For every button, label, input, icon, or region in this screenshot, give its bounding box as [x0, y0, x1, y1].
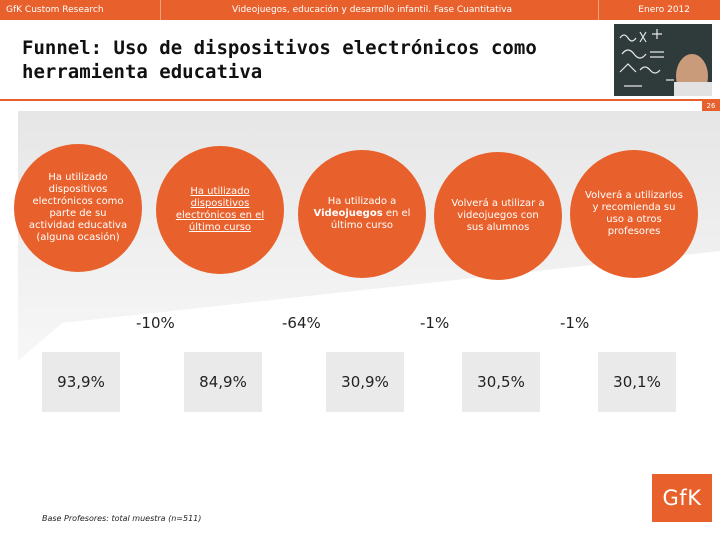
stage-value-2-text: 84,9% [199, 373, 247, 391]
stage-value-3: 30,9% [326, 352, 404, 412]
top-bar: GfK Custom Research Videojuegos, educaci… [0, 0, 720, 20]
stage-value-5-text: 30,1% [613, 373, 661, 391]
drop-pct-1: -10% [136, 314, 175, 332]
base-note: Base Profesores: total muestra (n=511) [42, 514, 202, 523]
funnel-stage-3: Ha utilizado a Videojuegos en el último … [298, 150, 426, 278]
report-date: Enero 2012 [638, 5, 690, 15]
page-title: Funnel: Uso de dispositivos electrónicos… [22, 36, 582, 84]
funnel-stage-2-label: Ha utilizado dispositivos electrónicos e… [175, 186, 265, 233]
stage-value-1-text: 93,9% [57, 373, 105, 391]
funnel-stage-1: Ha utilizado dispositivos electrónicos c… [14, 144, 142, 272]
funnel-stage-4: Volverá a utilizar a videojuegos con sus… [434, 152, 562, 280]
funnel-stage-3-label: Ha utilizado a Videojuegos en el último … [312, 196, 412, 232]
header-rule [0, 99, 720, 101]
stage-value-3-text: 30,9% [341, 373, 389, 391]
drop-pct-2: -64% [282, 314, 321, 332]
chalkboard-photo [614, 24, 712, 96]
drop-pct-4: -1% [560, 314, 590, 332]
top-bar-divider [160, 0, 161, 20]
study-name: Videojuegos, educación y desarrollo infa… [232, 5, 513, 15]
funnel-stage-3-label-b: en el último curso [330, 208, 411, 231]
stage-value-5: 30,1% [598, 352, 676, 412]
funnel-stage-3-label-a: Ha utilizado a [327, 196, 397, 207]
stage-value-4: 30,5% [462, 352, 540, 412]
funnel-stage-4-label: Volverá a utilizar a videojuegos con sus… [451, 198, 545, 233]
drop-pct-3: -1% [420, 314, 450, 332]
page-number: 26 [702, 101, 720, 111]
stage-value-2: 84,9% [184, 352, 262, 412]
page-title-line1: Funnel: Uso de dispositivos electrónicos… [22, 37, 537, 59]
funnel-stage-5-label: Volverá a utilizarlos y recomienda su us… [585, 190, 683, 237]
funnel-stage-1-label: Ha utilizado dispositivos electrónicos c… [28, 172, 128, 243]
funnel-stage-3-label-bold: Videojuegos [313, 208, 383, 219]
company-name: GfK Custom Research [6, 5, 104, 15]
top-bar-divider [598, 0, 599, 20]
funnel-stage-5: Volverá a utilizarlos y recomienda su us… [570, 150, 698, 278]
stage-value-1: 93,9% [42, 352, 120, 412]
funnel-stage-2: Ha utilizado dispositivos electrónicos e… [156, 146, 284, 274]
gfk-logo: GfK [652, 474, 712, 522]
page-title-line2: herramienta educativa [22, 61, 263, 83]
stage-value-4-text: 30,5% [477, 373, 525, 391]
